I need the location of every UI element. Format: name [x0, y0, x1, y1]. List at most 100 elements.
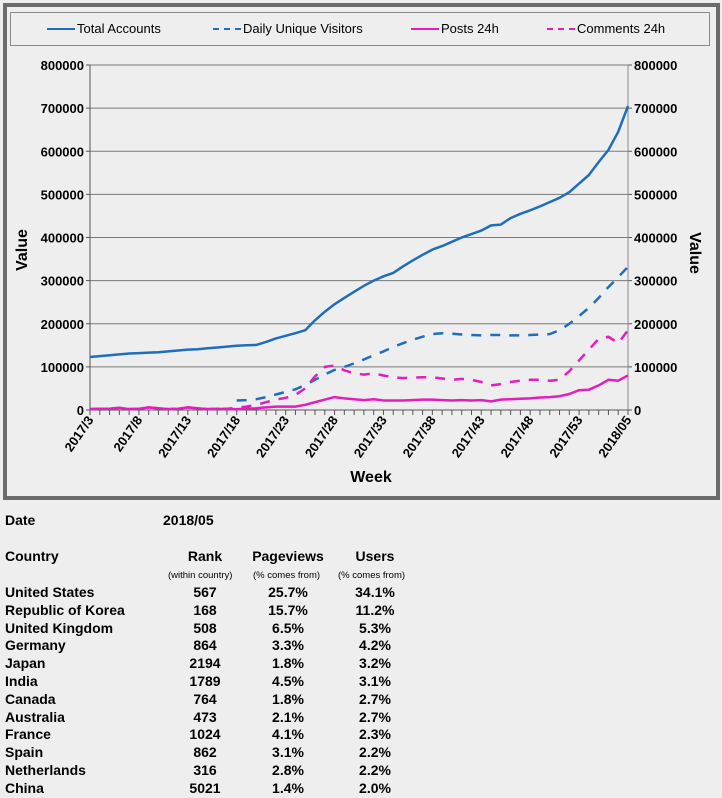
- pageviews-cell: 2.1%: [272, 708, 304, 725]
- x-axis-title: Week: [350, 469, 392, 486]
- table-row: United States 567 25.7% 34.1%: [5, 584, 425, 602]
- country-cell: China: [5, 779, 44, 796]
- x-tick-label: 2017/43: [448, 413, 487, 460]
- users-cell: 11.2%: [355, 601, 395, 618]
- country-cell: United States: [5, 584, 95, 600]
- table-row: France 1024 4.1% 2.3%: [5, 726, 425, 744]
- y-tick-label-left: 300000: [41, 274, 84, 289]
- y-tick-label-left: 0: [77, 403, 84, 418]
- x-tick-label: 2017/38: [400, 413, 439, 460]
- pageviews-cell: 1.8%: [272, 690, 304, 707]
- rank-cell: 316: [193, 762, 217, 778]
- legend-item-total-accounts: Total Accounts: [47, 21, 161, 36]
- rank-cell: 862: [193, 744, 217, 761]
- pageviews-cell: 1.8%: [272, 655, 304, 672]
- users-cell: 3.1%: [359, 673, 391, 689]
- y-tick-label-right: 600000: [634, 144, 677, 159]
- x-tick-label: 2017/23: [253, 413, 292, 460]
- y-tick-label-left: 200000: [41, 317, 84, 332]
- table-row: Japan 2194 1.8% 3.2%: [5, 655, 425, 673]
- header-rank: Rank: [187, 548, 223, 564]
- country-cell: Germany: [5, 637, 66, 654]
- y-tick-label-right: 700000: [634, 101, 677, 116]
- table-row: Canada 764 1.8% 2.7%: [5, 691, 425, 709]
- country-cell: France: [5, 726, 51, 743]
- header-country: Country: [5, 548, 59, 564]
- rank-cell: 5021: [189, 779, 221, 796]
- country-cell: Netherlands: [5, 762, 86, 778]
- country-cell: United Kingdom: [5, 619, 114, 636]
- header-users-sub: (% comes from): [338, 570, 406, 581]
- y-tick-label-right: 200000: [634, 317, 677, 332]
- users-cell: 5.3%: [359, 619, 391, 636]
- legend-swatch-solid-magenta: [411, 27, 439, 30]
- rank-cell: 1789: [189, 673, 221, 689]
- rank-cell: 567: [193, 584, 217, 600]
- users-cell: 2.2%: [359, 744, 391, 761]
- users-cell: 2.7%: [359, 708, 391, 725]
- header-pageviews: Pageviews: [252, 548, 324, 564]
- country-cell: Canada: [5, 690, 56, 707]
- pageviews-cell: 3.1%: [272, 744, 304, 761]
- y-tick-label-right: 100000: [634, 360, 677, 375]
- gridlines: [90, 64, 628, 368]
- rank-cell: 168: [193, 601, 217, 618]
- legend-label: Posts 24h: [441, 21, 499, 36]
- users-cell: 2.2%: [359, 762, 391, 778]
- y-axis-title-right: Value: [686, 232, 703, 274]
- users-cell: 2.0%: [359, 779, 391, 796]
- date-label: Date: [5, 512, 36, 528]
- rank-cell: 2194: [189, 655, 221, 672]
- country-cell: Spain: [5, 744, 44, 761]
- y-tick-label-right: 400000: [634, 231, 677, 246]
- pageviews-cell: 25.7%: [268, 584, 308, 600]
- legend-item-comments-24h: Comments 24h: [547, 21, 665, 36]
- rank-cell: 1024: [189, 726, 221, 743]
- x-tick-label: 2018/05: [595, 413, 634, 460]
- table-row: India 1789 4.5% 3.1%: [5, 673, 425, 691]
- header-pageviews-sub: (% comes from): [253, 570, 321, 581]
- series-lines: [89, 105, 630, 411]
- y-tick-label-right: 500000: [634, 187, 677, 202]
- x-tick-label: 2017/3: [61, 413, 96, 454]
- legend-item-daily-unique-visitors: Daily Unique Visitors: [213, 21, 363, 36]
- legend-label: Total Accounts: [77, 21, 161, 36]
- pageviews-cell: 2.8%: [272, 762, 304, 778]
- y-tick-label-left: 800000: [41, 58, 84, 73]
- users-cell: 34.1%: [355, 584, 395, 600]
- y-tick-label-left: 400000: [41, 231, 84, 246]
- series-line-posts-24h: [89, 374, 629, 411]
- rank-cell: 473: [193, 708, 217, 725]
- legend-swatch-dashed-magenta: [547, 27, 575, 30]
- legend-swatch-dashed-blue: [213, 27, 241, 30]
- users-cell: 3.2%: [359, 655, 391, 672]
- country-cell: Japan: [5, 655, 46, 672]
- country-cell: Republic of Korea: [5, 601, 125, 618]
- pageviews-cell: 3.3%: [272, 637, 304, 654]
- table-header: Country Rank Pageviews Users: [5, 548, 425, 566]
- axes: [86, 64, 632, 415]
- table-row: Germany 864 3.3% 4.2%: [5, 637, 425, 655]
- x-tick-label: 2017/28: [302, 413, 341, 460]
- pageviews-cell: 6.5%: [272, 619, 304, 636]
- pageviews-cell: 1.4%: [272, 779, 304, 796]
- chart-legend: Total Accounts Daily Unique Visitors Pos…: [10, 12, 710, 46]
- line-chart: 0 100000 200000 300000 400000 500000 600000 700…: [14, 58, 703, 486]
- y-tick-label-left: 600000: [41, 144, 84, 159]
- series-line-total-accounts: [89, 105, 630, 359]
- chart-frame: [3, 3, 720, 500]
- users-cell: 4.2%: [359, 637, 391, 654]
- table-row: China 5021 1.4% 2.0%: [5, 780, 425, 798]
- legend-item-posts-24h: Posts 24h: [411, 21, 499, 36]
- table-row: United Kingdom 508 6.5% 5.3%: [5, 620, 425, 638]
- date-value: 2018/05: [163, 512, 214, 528]
- x-tick-label: 2017/48: [497, 413, 536, 460]
- y-tick-label-right: 300000: [634, 274, 677, 289]
- x-axis-ticks: 2017/3 2017/8 2017/13 2017/18 2017/23 2017/28…: [61, 413, 634, 460]
- y-tick-label-right: 800000: [634, 58, 677, 73]
- pageviews-cell: 4.1%: [272, 726, 304, 743]
- rank-cell: 764: [193, 690, 217, 707]
- users-cell: 2.7%: [359, 690, 391, 707]
- legend-label: Daily Unique Visitors: [243, 21, 363, 36]
- x-tick-label: 2017/18: [204, 413, 243, 460]
